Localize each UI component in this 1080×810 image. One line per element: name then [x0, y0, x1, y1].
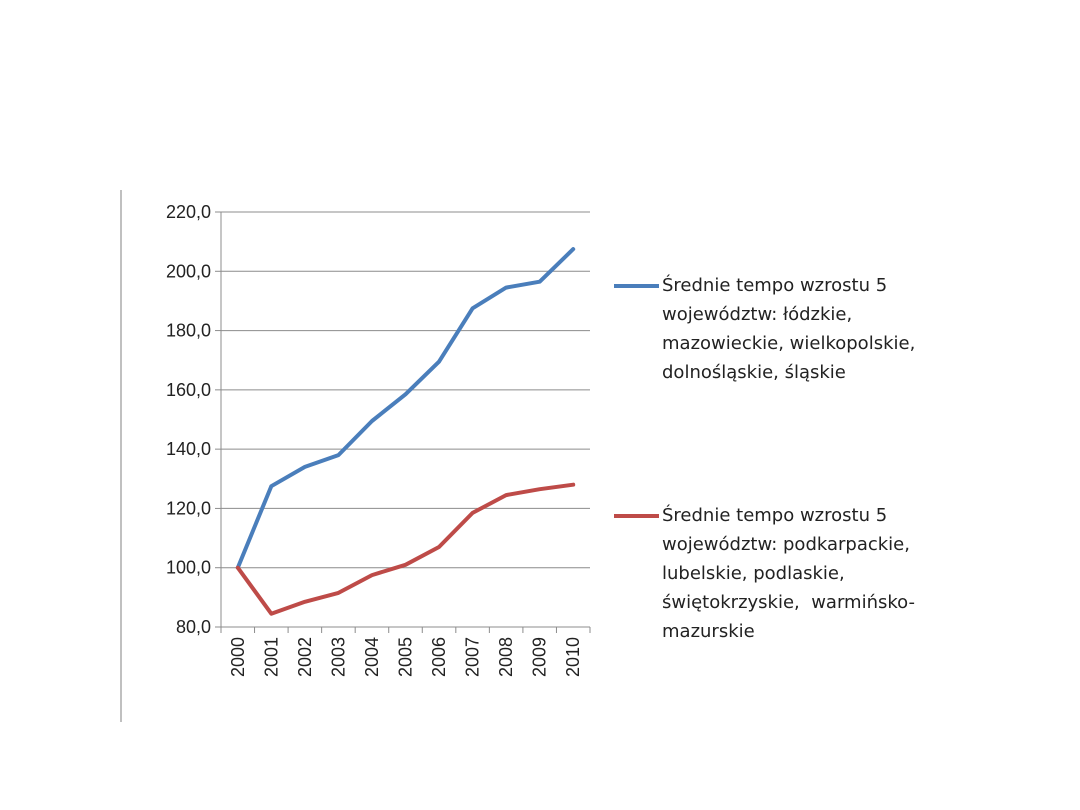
y-tick-label: 80,0 — [176, 617, 211, 637]
axes — [220, 212, 590, 628]
x-tick-label: 2005 — [396, 637, 416, 677]
x-tick-label: 2009 — [530, 637, 550, 677]
legend-label-line: województw: podkarpackie, — [662, 534, 910, 555]
series-lines — [235, 247, 576, 616]
gridlines — [221, 211, 590, 569]
y-axis-ticks: 80,0 100,0 120,0 140,0 160,0 180,0 200,0 220,0 — [166, 202, 221, 637]
x-tick-label: 2000 — [228, 637, 248, 677]
y-tick-label: 160,0 — [166, 380, 211, 400]
x-tick-label: 2004 — [362, 637, 382, 677]
x-tick-label: 2003 — [328, 637, 348, 677]
x-tick-label: 2002 — [295, 637, 315, 677]
legend-label-line: dolnośląskie, śląskie — [662, 362, 846, 383]
x-tick-label: 2007 — [463, 637, 483, 677]
legend-label-2: Średnie tempo wzrostu 5 województw: podka… — [662, 501, 915, 646]
x-axis-ticks: 2000 2001 2002 2003 2004 2005 2006 2007 2008 2009… — [220, 627, 591, 677]
y-tick-label: 200,0 — [166, 261, 211, 281]
legend-label-1: Średnie tempo wzrostu 5 województw: łódzk… — [662, 271, 915, 387]
series-line-1 — [235, 247, 576, 570]
x-tick-label: 2010 — [563, 637, 583, 677]
legend-label-line: mazowieckie, wielkopolskie, — [662, 333, 916, 354]
y-tick-label: 140,0 — [166, 439, 211, 459]
legend-label-line: Średnie tempo wzrostu 5 — [662, 505, 888, 526]
legend-label-line: lubelskie, podlaskie, — [662, 563, 845, 584]
legend-swatch-1 — [614, 284, 659, 288]
legend-label-line: Średnie tempo wzrostu 5 — [662, 275, 888, 296]
x-tick-label: 2001 — [261, 637, 281, 677]
y-tick-label: 100,0 — [166, 558, 211, 578]
legend-label-line: świętokrzyskie, warmińsko- — [662, 592, 915, 613]
legend-label-line: mazurskie — [662, 621, 755, 642]
x-tick-label: 2006 — [429, 637, 449, 677]
y-tick-label: 120,0 — [166, 498, 211, 518]
series-line-2 — [235, 482, 576, 616]
legend-label-line: województw: łódzkie, — [662, 304, 853, 325]
x-tick-label: 2008 — [496, 637, 516, 677]
y-tick-label: 180,0 — [166, 321, 211, 341]
y-tick-label: 220,0 — [166, 202, 211, 222]
legend-swatch-2 — [614, 514, 659, 518]
